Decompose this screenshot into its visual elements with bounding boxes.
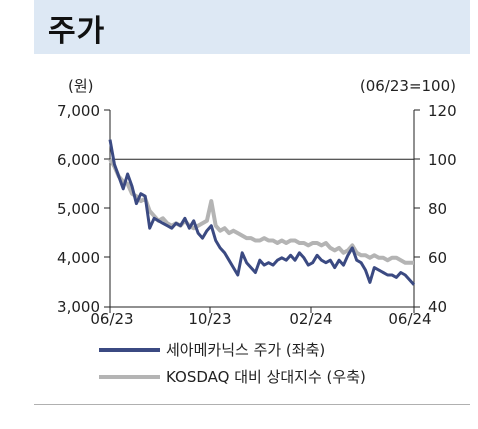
right-axis-unit-label: (06/23=100) xyxy=(360,77,456,95)
legend-label-kosdaq-relative: KOSDAQ 대비 상대지수 (우축) xyxy=(166,368,366,386)
axis-ticks xyxy=(104,109,420,313)
x-tick-label: 06/24 xyxy=(388,310,431,328)
legend-label-stock-price: 세아메카닉스 주가 (좌축) xyxy=(166,341,325,359)
right-tick-label: 100 xyxy=(428,151,457,169)
x-tick-label: 06/23 xyxy=(90,310,133,328)
right-tick-label: 80 xyxy=(428,200,447,218)
series-line-stock-price xyxy=(108,139,416,286)
right-tick-label: 60 xyxy=(428,249,447,267)
page-title: 주가 xyxy=(48,14,106,49)
left-axis-unit-label: (원) xyxy=(68,77,94,95)
left-tick-label: 3,000 xyxy=(57,298,100,316)
x-tick-label: 10/23 xyxy=(188,310,231,328)
series-line-kosdaq-relative xyxy=(108,158,414,265)
x-tick-label: 02/24 xyxy=(289,310,332,328)
footer-divider xyxy=(34,404,470,405)
left-tick-label: 6,000 xyxy=(57,151,100,169)
right-tick-label: 40 xyxy=(428,298,447,316)
right-tick-label: 120 xyxy=(428,102,457,120)
left-tick-label: 7,000 xyxy=(57,102,100,120)
left-tick-label: 5,000 xyxy=(57,200,100,218)
left-tick-label: 4,000 xyxy=(57,249,100,267)
title-bar: 주가 xyxy=(34,0,470,54)
